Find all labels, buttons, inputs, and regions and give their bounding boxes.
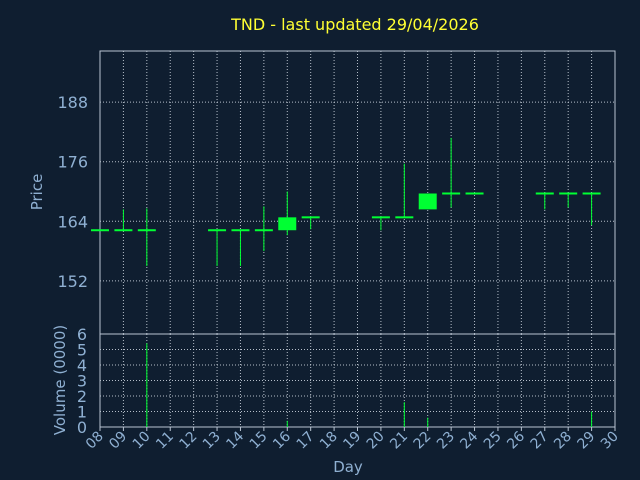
- x-tick-labels: 08 09 10 11 12 13 14 15 16 17 18 19 20 21 22 23 24 25 26 27…: [83, 427, 622, 452]
- volume-tick-label: 4: [77, 356, 87, 375]
- x-tick-label: 17: [294, 429, 318, 453]
- x-tick-label: 21: [387, 429, 411, 453]
- x-tick-label: 09: [106, 429, 130, 453]
- x-tick-label: 27: [528, 429, 552, 453]
- candle-body: [535, 192, 554, 195]
- x-tick-label: 24: [457, 428, 481, 452]
- candle-body: [418, 193, 437, 210]
- x-tick-label: 20: [364, 429, 388, 453]
- x-tick-label: 23: [434, 429, 458, 453]
- volume-axis-label: Volume (0000): [51, 325, 69, 435]
- x-tick-label: 15: [247, 429, 271, 453]
- price-axis-label: Price: [28, 174, 46, 211]
- price-tick-label: 152: [57, 272, 88, 291]
- x-tick-label: 11: [153, 429, 177, 453]
- x-tick-label: 16: [270, 428, 294, 452]
- volume-bars: [146, 343, 593, 427]
- candle-body: [137, 229, 156, 232]
- volume-tick-label: 1: [77, 403, 87, 422]
- candle-body: [114, 229, 133, 232]
- candle-body: [278, 217, 297, 231]
- x-tick-label: 30: [598, 429, 622, 453]
- price-tick-labels: 152 164 176 188: [57, 93, 88, 291]
- candles: [91, 137, 601, 266]
- candle-body: [582, 192, 601, 195]
- candle-body: [559, 192, 578, 195]
- x-tick-label: 29: [574, 429, 598, 453]
- volume-tick-label: 5: [77, 341, 87, 360]
- candle-body: [371, 216, 390, 219]
- candle-body: [465, 192, 484, 195]
- price-panel: 152 164 176 188 Price: [28, 50, 616, 335]
- volume-tick-label: 2: [77, 387, 87, 406]
- volume-plot-frame: [99, 333, 616, 428]
- x-tick-label: 26: [504, 428, 528, 452]
- x-tick-label: 25: [481, 429, 505, 453]
- candle-body: [254, 229, 273, 232]
- x-tick-label: 12: [177, 429, 201, 453]
- x-tick-label: 18: [317, 429, 341, 453]
- price-tick-label: 176: [57, 153, 88, 172]
- x-tick-label: 28: [551, 429, 575, 453]
- x-tick-label: 14: [223, 428, 247, 452]
- volume-tick-label: 0: [77, 418, 87, 437]
- x-tick-label: 19: [340, 429, 364, 453]
- x-tick-label: 13: [200, 429, 224, 453]
- price-tick-label: 164: [57, 212, 88, 231]
- candle-body: [395, 216, 414, 219]
- candle-body: [442, 192, 461, 195]
- x-tick-label: 10: [130, 429, 154, 453]
- candle-body: [301, 216, 320, 219]
- volume-tick-label: 3: [77, 372, 87, 391]
- candle-body: [208, 229, 227, 232]
- x-tick-label: 22: [411, 429, 435, 453]
- x-axis-label: Day: [333, 458, 363, 476]
- chart-title: TND - last updated 29/04/2026: [230, 15, 479, 34]
- price-tick-label: 188: [57, 93, 88, 112]
- volume-grid: [99, 334, 616, 427]
- candle-body: [91, 229, 109, 232]
- volume-tick-label: 6: [77, 325, 87, 344]
- candle-body: [231, 229, 250, 232]
